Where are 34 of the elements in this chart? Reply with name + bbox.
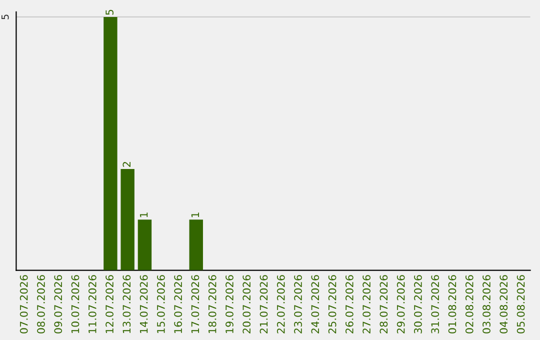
x-tick-label: 12.07.2026: [106, 275, 114, 333]
x-tick-label: 27.07.2026: [362, 275, 371, 334]
x-tick-label: 19.07.2026: [226, 275, 234, 333]
x-tick-label: 18.07.2026: [208, 275, 216, 333]
x-tick-label: 30.07.2026: [414, 275, 422, 334]
data-label: 1: [140, 212, 148, 218]
x-tick-label: 08.07.2026: [37, 275, 45, 334]
x-tick-label: 25.07.2026: [328, 275, 336, 334]
x-tick-label: 26.07.2026: [345, 275, 354, 334]
data-label: 5: [106, 10, 114, 15]
x-tick-label: 28.07.2026: [380, 275, 388, 334]
x-tick-label: 07.07.2026: [20, 275, 28, 334]
x-tick-label: 17.07.2026: [191, 275, 200, 333]
x-tick-label: 15.07.2026: [157, 275, 165, 333]
x-tick-label: 23.07.2026: [294, 275, 302, 334]
x-tick-label: 13.07.2026: [122, 275, 131, 333]
x-tick-label: 31.07.2026: [431, 275, 440, 334]
x-tick-label: 02.08.2026: [465, 275, 474, 334]
x-tick-label: 03.08.2026: [482, 275, 490, 334]
x-tick-label: 22.07.2026: [276, 275, 285, 334]
x-tick-label: 05.08.2026: [516, 275, 525, 334]
x-tick-label: 09.07.2026: [54, 275, 62, 334]
x-tick-label: 14.07.2026: [140, 275, 148, 333]
x-tick-label: 01.08.2026: [448, 275, 456, 334]
x-tick-label: 11.07.2026: [88, 275, 96, 333]
x-tick-label: 16.07.2026: [174, 275, 182, 333]
data-label: 2: [122, 162, 130, 167]
x-tick-label: 20.07.2026: [242, 275, 251, 334]
x-tick-label: 21.07.2026: [260, 275, 268, 334]
x-tick-label: 29.07.2026: [396, 275, 405, 334]
x-tick-label: 24.07.2026: [311, 275, 320, 334]
x-tick-label: 10.07.2026: [71, 275, 80, 333]
data-label: 1: [191, 212, 199, 218]
x-tick-label: 04.08.2026: [500, 275, 508, 334]
